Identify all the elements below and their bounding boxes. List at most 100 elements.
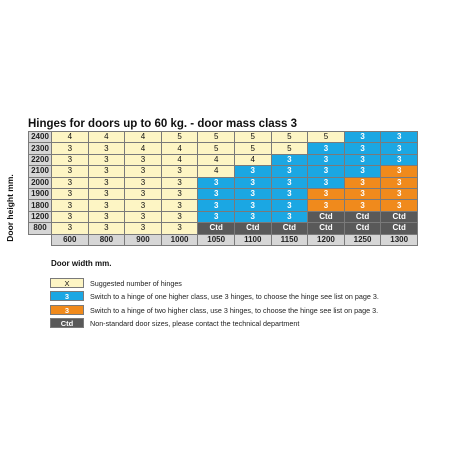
table-cell: Ctd — [380, 210, 418, 224]
table-cell: 3 — [197, 176, 235, 189]
table-cell: 3 — [307, 187, 345, 201]
table-cell: 3 — [197, 199, 235, 212]
header-corner — [28, 234, 52, 246]
y-axis-label: Door height mm. — [5, 174, 15, 242]
table-cell: 3 — [380, 199, 418, 212]
table-cell: 3 — [380, 153, 418, 167]
table-cell: 4 — [124, 142, 162, 155]
row-header-height: 1900 — [28, 187, 52, 201]
column-header-width: 800 — [87, 233, 126, 247]
table-cell: 3 — [380, 142, 418, 155]
column-header-width: 1250 — [343, 233, 382, 247]
legend-swatch: X — [50, 278, 84, 288]
table-row: 2000 3 3 3 3 3 3 3 3 3 3 — [28, 176, 418, 189]
table-cell: 3 — [51, 199, 89, 212]
legend-text: Switch to a hinge of two higher class, u… — [90, 305, 379, 315]
table-cell: 3 — [160, 176, 199, 189]
column-header-width: 1300 — [380, 233, 418, 247]
table-cell: 5 — [197, 130, 235, 144]
table-cell: 4 — [160, 142, 199, 155]
table-cell: 3 — [270, 153, 309, 167]
table-cell: Ctd — [380, 222, 418, 235]
table-cell: Ctd — [197, 222, 235, 235]
legend-swatch: Ctd — [50, 318, 84, 328]
table-cell: Ctd — [233, 222, 272, 235]
table-cell: 3 — [51, 222, 89, 235]
table-cell: 3 — [51, 142, 89, 155]
table-cell: 3 — [270, 199, 309, 212]
table-cell: 5 — [307, 130, 345, 144]
table-cell: 3 — [160, 165, 199, 178]
column-header-width: 1200 — [307, 233, 345, 247]
table-cell: 3 — [233, 165, 272, 178]
table-cell: 3 — [87, 210, 126, 224]
table-cell: 3 — [270, 165, 309, 178]
table-cell: 3 — [343, 153, 382, 167]
table-cell: 3 — [197, 187, 235, 201]
table-cell: 4 — [160, 153, 199, 167]
table-cell: 3 — [87, 199, 126, 212]
column-header-width: 1050 — [197, 233, 235, 247]
legend-swatch: 3 — [50, 305, 84, 315]
legend-text: Switch to a hinge of one higher class, u… — [90, 291, 379, 301]
table-row: 2300 3 3 4 4 5 5 5 3 3 3 — [28, 142, 418, 155]
table-cell: 3 — [51, 153, 89, 167]
table-cell: 5 — [270, 142, 309, 155]
table-cell: 3 — [160, 187, 199, 201]
table-cell: 5 — [233, 142, 272, 155]
table-row: 2200 3 3 3 4 4 4 3 3 3 3 — [28, 153, 418, 167]
table-cell: 4 — [87, 130, 126, 144]
table-cell: 4 — [233, 153, 272, 167]
table-cell: 3 — [270, 210, 309, 224]
table-cell: 4 — [197, 153, 235, 167]
table-cell: 3 — [124, 187, 162, 201]
table-cell: 3 — [343, 165, 382, 178]
table-cell: Ctd — [343, 222, 382, 235]
table-cell: Ctd — [307, 222, 345, 235]
table-cell: 3 — [380, 176, 418, 189]
legend-item: 3 Switch to a hinge of two higher class, … — [50, 305, 378, 315]
table-cell: 3 — [124, 165, 162, 178]
column-header-width: 1000 — [160, 233, 199, 247]
table-cell: 3 — [51, 210, 89, 224]
row-header-height: 2000 — [28, 176, 52, 189]
table-row: 1900 3 3 3 3 3 3 3 3 3 3 — [28, 187, 418, 201]
table-row: 800 3 3 3 3 Ctd Ctd Ctd Ctd Ctd Ctd — [28, 222, 418, 235]
table-cell: 4 — [124, 130, 162, 144]
table-cell: 3 — [87, 176, 126, 189]
table-cell: 3 — [343, 199, 382, 212]
table-cell: 3 — [380, 130, 418, 144]
column-header-width: 900 — [124, 233, 162, 247]
table-cell: 3 — [124, 199, 162, 212]
table-cell: 3 — [343, 187, 382, 201]
table-cell: 5 — [233, 130, 272, 144]
table-cell: 4 — [51, 130, 89, 144]
table-cell: 3 — [233, 176, 272, 189]
table-cell: 3 — [307, 176, 345, 189]
legend-item: Ctd Non-standard door sizes, please conta… — [50, 318, 299, 328]
legend-item: X Suggested number of hinges — [50, 278, 182, 288]
table-cell: 3 — [233, 210, 272, 224]
column-header-width: 1100 — [233, 233, 272, 247]
column-header-width: 1150 — [270, 233, 309, 247]
table-cell: 3 — [233, 199, 272, 212]
table-cell: 5 — [270, 130, 309, 144]
row-header-height: 2300 — [28, 142, 52, 155]
table-cell: 3 — [343, 142, 382, 155]
table-cell: 3 — [270, 176, 309, 189]
legend-text: Non-standard door sizes, please contact … — [90, 318, 300, 328]
table-cell: 3 — [307, 153, 345, 167]
table-cell: 3 — [160, 199, 199, 212]
table-cell: 3 — [124, 222, 162, 235]
row-header-height: 1800 — [28, 199, 52, 212]
legend-item: 3 Switch to a hinge of one higher class, … — [50, 291, 379, 301]
table-cell: 3 — [51, 176, 89, 189]
table-cell: 3 — [51, 165, 89, 178]
row-header-height: 2400 — [28, 130, 52, 144]
table-cell: 3 — [197, 210, 235, 224]
table-row: 2100 3 3 3 3 4 3 3 3 3 3 — [28, 165, 418, 178]
row-header-height: 800 — [28, 222, 52, 235]
table-cell: 3 — [233, 187, 272, 201]
hinge-table: 2400 4 4 4 5 5 5 5 5 3 3 2300 3 3 4 4 5 5 5 3 3 3 2200 3 3 3 4 4 4 3 3… — [28, 130, 418, 247]
legend-text: Suggested number of hinges — [90, 278, 182, 288]
